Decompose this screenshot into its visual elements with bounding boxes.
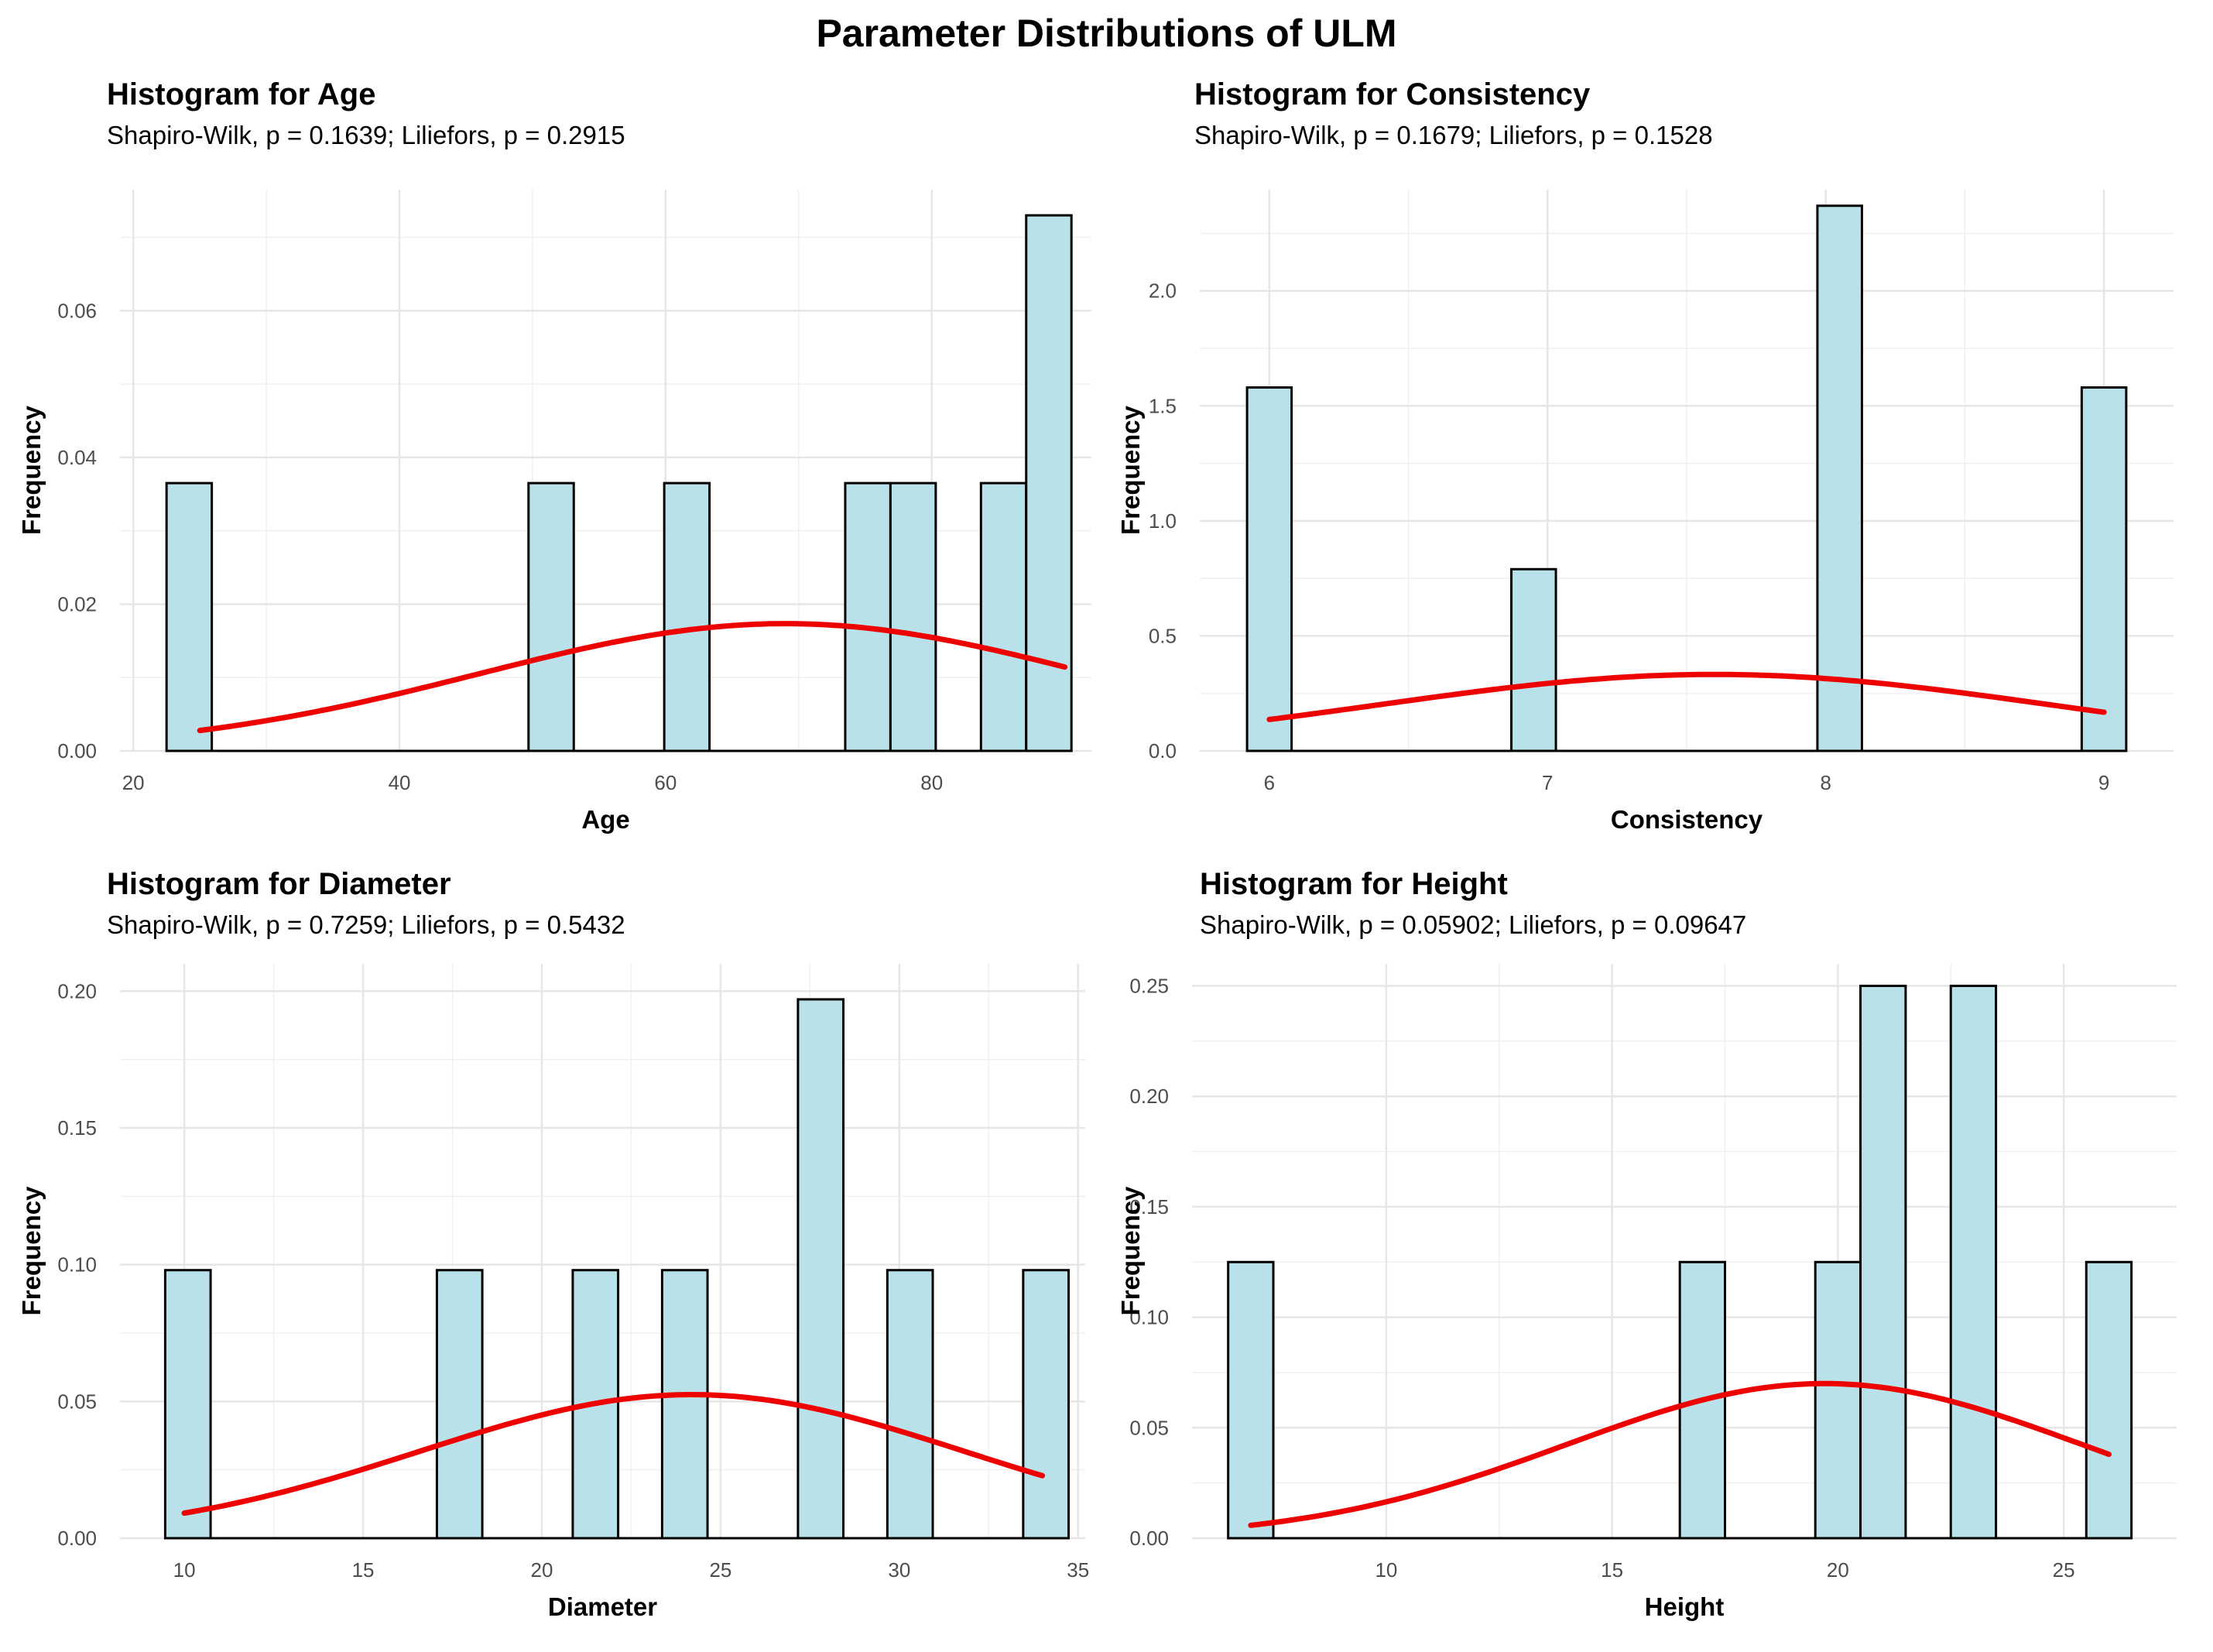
x-axis-label: Height [1645,1592,1725,1621]
panel-subtitle: Shapiro-Wilk, p = 0.7259; Liliefors, p =… [107,910,625,939]
x-tick-label: 25 [709,1558,731,1582]
y-tick-label: 0.20 [57,979,97,1003]
density-curve [1248,1380,2112,1528]
y-tick-label: 0.5 [1149,624,1177,647]
x-tick-label: 60 [654,771,677,794]
x-tick-label: 40 [389,771,411,794]
y-tick-label: 0.04 [57,446,97,469]
y-axis-label: Frequency [1116,405,1145,535]
x-tick-label: 6 [1264,771,1275,794]
y-tick-label: 0.00 [57,739,97,763]
histogram-bar [1025,214,1073,752]
panel-height: Histogram for Height Shapiro-Wilk, p = 0… [1099,867,2213,1652]
y-tick-label: 0.0 [1149,739,1177,763]
x-axis-label: Diameter [548,1592,657,1621]
x-tick-label: 20 [1827,1558,1849,1582]
histogram-bar [979,482,1028,752]
x-tick-label: 35 [1067,1558,1089,1582]
y-tick-label: 0.05 [57,1390,97,1413]
panel-subtitle: Shapiro-Wilk, p = 0.05902; Liliefors, p … [1200,910,1747,939]
density-curve [197,621,1068,734]
x-tick-label: 7 [1542,771,1553,794]
y-tick-label: 0.02 [57,592,97,615]
x-tick-label: 15 [1601,1558,1623,1582]
histogram-bar [889,482,937,752]
x-tick-label: 20 [531,1558,553,1582]
x-tick-label: 9 [2098,771,2109,794]
histogram-bar [1814,1260,1862,1540]
panel-title: Histogram for Height [1200,867,1508,901]
histogram-age: 20 40 60 80 0.00 0.02 0.04 0.06 Age Frequency [17,190,1091,834]
panel-title: Histogram for Age [107,77,376,111]
x-tick-label: 10 [173,1558,196,1582]
histogram-bar [2080,386,2128,752]
histogram-bar [1022,1269,1071,1540]
panel-subtitle: Shapiro-Wilk, p = 0.1679; Liliefors, p =… [1194,121,1713,149]
histogram-bar [796,998,845,1540]
panel-subtitle: Shapiro-Wilk, p = 0.1639; Liliefors, p =… [107,121,625,149]
y-tick-label: 1.0 [1149,509,1177,533]
histogram-bar [886,1269,934,1540]
y-tick-label: 0.25 [1129,975,1169,998]
y-tick-label: 0.06 [57,299,97,322]
density-curve [1266,671,2107,722]
x-tick-label: 20 [122,771,145,794]
y-axis-label: Frequency [17,1186,46,1316]
y-tick-label: 2.0 [1149,279,1177,303]
x-tick-label: 10 [1375,1558,1397,1582]
histogram-bar [844,482,892,752]
histogram-bar [663,482,711,752]
histogram-bar [660,1269,709,1540]
panel-title: Histogram for Consistency [1194,77,1591,111]
y-axis-label: Frequency [1116,1186,1145,1316]
y-tick-label: 0.10 [1129,1306,1169,1329]
y-tick-label: 0.00 [57,1527,97,1550]
histogram-bar [2085,1260,2133,1540]
y-tick-label: 0.05 [1129,1416,1169,1439]
x-tick-label: 30 [888,1558,910,1582]
density-curve [181,1391,1046,1517]
x-axis-label: Consistency [1611,805,1763,834]
histogram-bar [435,1269,484,1540]
histogram-bar [527,482,575,752]
y-axis-label: Frequency [17,405,46,535]
panel-diameter: Histogram for Diameter Shapiro-Wilk, p =… [0,867,1099,1652]
y-tick-label: 0.20 [1129,1085,1169,1108]
y-tick-label: 0.15 [1129,1195,1169,1218]
y-tick-label: 0.15 [57,1116,97,1140]
x-axis-label: Age [581,805,629,834]
x-tick-label: 80 [920,771,943,794]
histogram-diameter: 10 15 20 25 30 35 0.00 0.05 0.10 0.15 0.20 Diameter… [17,964,1089,1621]
panel-title: Histogram for Diameter [107,867,451,901]
x-tick-label: 25 [2053,1558,2075,1582]
histogram-bar [1949,985,1998,1540]
panel-age: Histogram for Age Shapiro-Wilk, p = 0.16… [0,77,1099,852]
histogram-consistency: 6 7 8 9 0.0 0.5 1.0 1.5 2.0 Consistency Frequency [1116,190,2174,834]
y-tick-label: 0.00 [1129,1527,1169,1550]
x-tick-label: 8 [1820,771,1831,794]
x-tick-label: 15 [352,1558,375,1582]
histogram-bar [1816,204,1863,752]
histogram-height: 10 15 20 25 0.00 0.05 0.10 0.15 0.20 0.25 Height Fr… [1116,964,2177,1621]
figure-title: Parameter Distributions of ULM [816,12,1397,55]
histogram-bar [1227,1260,1275,1540]
histogram-bar [1859,985,1907,1540]
histogram-bar [165,482,214,752]
y-tick-label: 1.5 [1149,394,1177,417]
y-tick-label: 0.10 [57,1253,97,1277]
histogram-bar [1245,386,1293,752]
histogram-bar [1510,567,1557,752]
panel-consistency: Histogram for Consistency Shapiro-Wilk, … [1099,77,2213,852]
histogram-bar [163,1269,212,1540]
